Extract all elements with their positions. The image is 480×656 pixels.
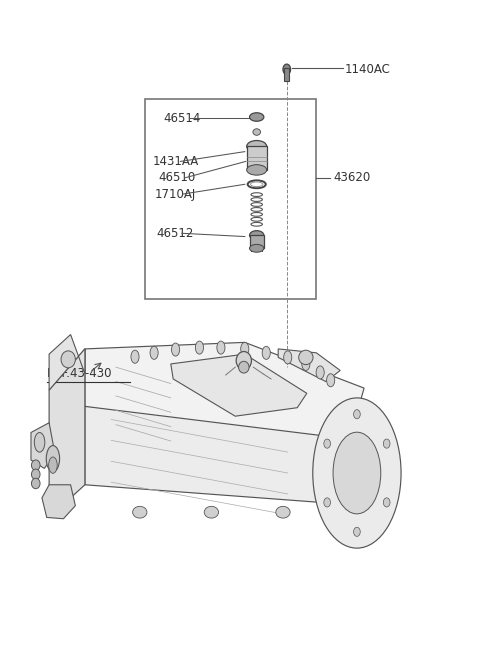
- Polygon shape: [31, 422, 55, 468]
- Ellipse shape: [240, 342, 249, 356]
- Ellipse shape: [324, 439, 331, 448]
- Ellipse shape: [283, 64, 290, 75]
- Ellipse shape: [284, 351, 292, 364]
- Bar: [284, 68, 289, 81]
- Ellipse shape: [247, 165, 267, 175]
- Polygon shape: [49, 335, 85, 390]
- Ellipse shape: [32, 460, 40, 470]
- Ellipse shape: [302, 358, 310, 371]
- Ellipse shape: [204, 506, 218, 518]
- Text: 1710AJ: 1710AJ: [155, 188, 196, 201]
- Bar: [144, 99, 316, 298]
- Ellipse shape: [326, 374, 335, 387]
- Polygon shape: [42, 485, 75, 519]
- Text: REF.43-430: REF.43-430: [47, 367, 112, 380]
- Polygon shape: [171, 354, 307, 416]
- Polygon shape: [278, 349, 340, 382]
- Ellipse shape: [354, 527, 360, 537]
- Ellipse shape: [313, 398, 401, 548]
- Ellipse shape: [48, 457, 57, 474]
- Ellipse shape: [239, 361, 249, 373]
- Polygon shape: [85, 406, 364, 514]
- Ellipse shape: [262, 346, 270, 359]
- Ellipse shape: [217, 341, 225, 354]
- Ellipse shape: [34, 432, 45, 452]
- Ellipse shape: [333, 432, 381, 514]
- Ellipse shape: [32, 478, 40, 489]
- Ellipse shape: [324, 498, 331, 507]
- Ellipse shape: [299, 350, 313, 365]
- Ellipse shape: [384, 439, 390, 448]
- Ellipse shape: [150, 346, 158, 359]
- Ellipse shape: [171, 343, 180, 356]
- Text: 1140AC: 1140AC: [345, 64, 391, 77]
- Bar: [250, 235, 264, 249]
- Ellipse shape: [131, 350, 139, 363]
- Ellipse shape: [61, 351, 75, 368]
- Ellipse shape: [195, 341, 204, 354]
- Ellipse shape: [276, 506, 290, 518]
- Ellipse shape: [250, 245, 264, 252]
- Polygon shape: [49, 349, 85, 518]
- Ellipse shape: [316, 366, 324, 379]
- Text: 43620: 43620: [333, 171, 370, 184]
- Ellipse shape: [236, 352, 252, 370]
- Text: 46514: 46514: [164, 112, 201, 125]
- Polygon shape: [85, 342, 364, 444]
- Ellipse shape: [354, 409, 360, 419]
- Ellipse shape: [46, 445, 60, 472]
- Ellipse shape: [132, 506, 147, 518]
- Text: 46510: 46510: [159, 171, 196, 184]
- Ellipse shape: [384, 498, 390, 507]
- Ellipse shape: [247, 140, 267, 152]
- Ellipse shape: [250, 231, 264, 240]
- Text: 46512: 46512: [156, 227, 194, 240]
- Ellipse shape: [253, 129, 261, 135]
- Text: 1431AA: 1431AA: [153, 155, 199, 168]
- Ellipse shape: [250, 113, 264, 121]
- Ellipse shape: [32, 469, 40, 480]
- Bar: [247, 146, 267, 170]
